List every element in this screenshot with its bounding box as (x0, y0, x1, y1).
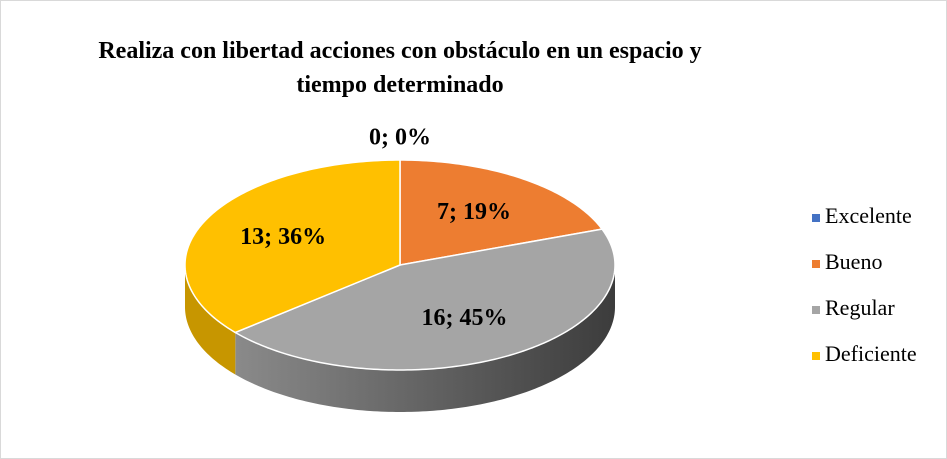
legend-swatch (812, 352, 820, 360)
chart-title: Realiza con libertad acciones con obstác… (98, 38, 702, 98)
pie-slice (399, 159, 604, 266)
pie-slice (233, 228, 616, 371)
legend-swatch (812, 260, 820, 268)
legend-label: Deficiente (825, 341, 917, 366)
data-label: 16; 45% (422, 305, 508, 331)
pie-side (185, 265, 236, 375)
legend-label: Regular (825, 295, 895, 320)
data-label: 7; 19% (437, 199, 511, 225)
data-label: 13; 36% (240, 224, 326, 250)
data-label: 0; 0% (369, 125, 431, 151)
legend-swatch (812, 214, 820, 222)
legend-label: Bueno (825, 249, 882, 274)
legend-swatch (812, 306, 820, 314)
pie-slice (184, 159, 401, 334)
pie-side (235, 265, 615, 412)
legend-label: Excelente (825, 203, 912, 228)
